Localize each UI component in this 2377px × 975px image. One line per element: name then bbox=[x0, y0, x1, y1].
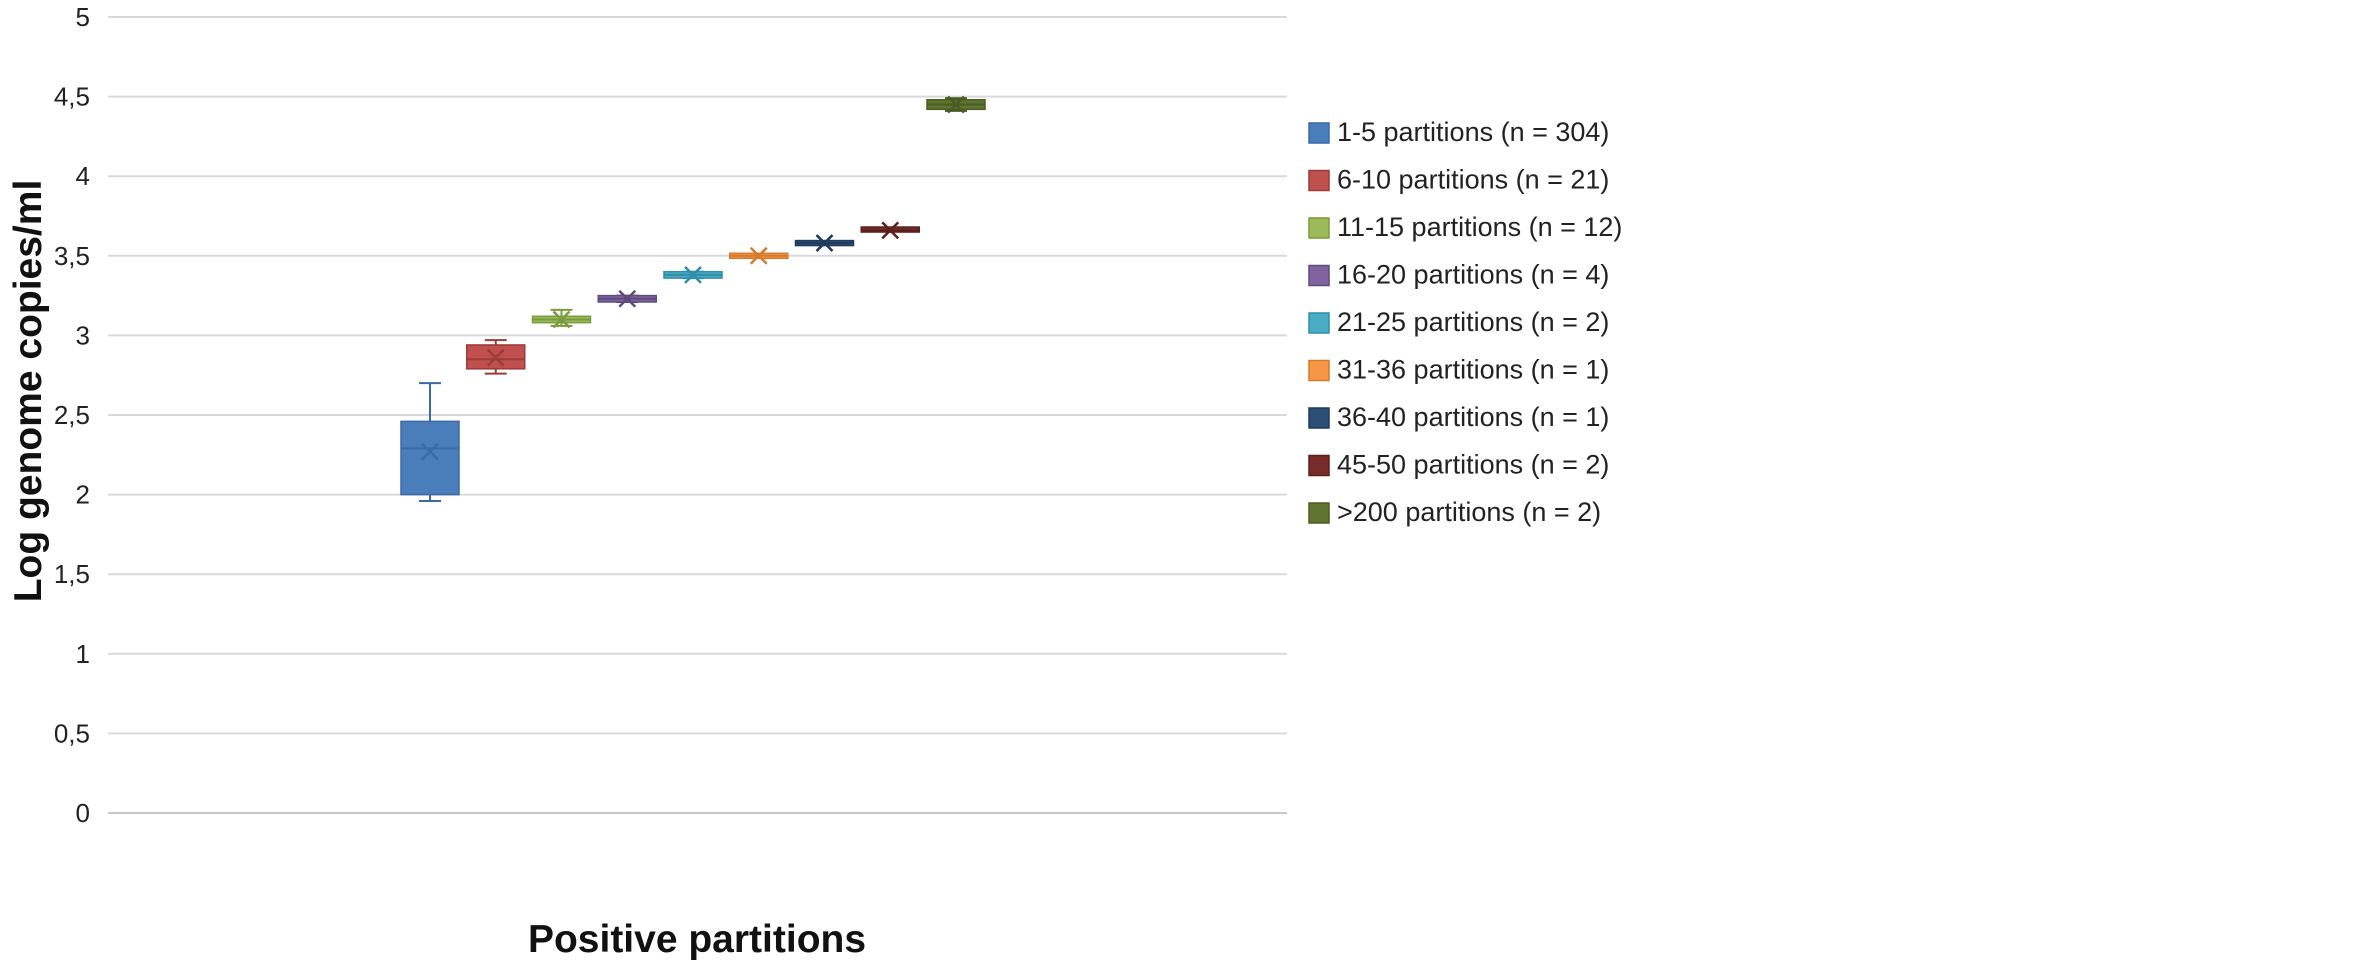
mean-marker bbox=[421, 442, 439, 461]
legend-item: 45-50 partitions (n = 2) bbox=[1308, 450, 1609, 480]
y-tick-label: 2 bbox=[76, 480, 90, 510]
legend-swatch bbox=[1308, 312, 1330, 334]
legend-swatch bbox=[1308, 359, 1330, 382]
mean-marker bbox=[749, 246, 768, 265]
boxes bbox=[400, 95, 986, 502]
legend-label: 1-5 partitions (n = 304) bbox=[1337, 117, 1609, 147]
legend-label: 16-20 partitions (n = 4) bbox=[1337, 260, 1609, 290]
y-tick-label: 3 bbox=[76, 320, 90, 350]
legend-swatch bbox=[1308, 217, 1330, 239]
legend-label: 21-25 partitions (n = 2) bbox=[1337, 307, 1609, 337]
box-6 bbox=[729, 246, 789, 265]
y-axis-tick-labels: 0 0,5 1 1,5 2 2,5 3 3,5 4 4,5 5 bbox=[54, 2, 90, 828]
legend-item: 1-5 partitions (n = 304) bbox=[1308, 117, 1609, 147]
legend-item: 11-15 partitions (n = 12) bbox=[1308, 212, 1622, 242]
mean-marker bbox=[486, 348, 505, 367]
legend-item: 6-10 partitions (n = 21) bbox=[1308, 165, 1609, 195]
legend-swatch bbox=[1308, 264, 1330, 287]
legend-swatch bbox=[1308, 122, 1330, 144]
box-2 bbox=[466, 339, 526, 375]
box-4 bbox=[597, 289, 657, 308]
legend-label: 31-36 partitions (n = 1) bbox=[1337, 355, 1609, 385]
mean-marker bbox=[684, 266, 702, 284]
legend: 1-5 partitions (n = 304) 6-10 partitions … bbox=[1308, 117, 1622, 527]
box-5 bbox=[663, 266, 723, 284]
legend-item: 31-36 partitions (n = 1) bbox=[1308, 355, 1609, 385]
box-9 bbox=[926, 95, 986, 114]
mean-marker bbox=[552, 310, 571, 329]
legend-label: 6-10 partitions (n = 21) bbox=[1337, 165, 1609, 195]
y-tick-label: 0,5 bbox=[54, 718, 90, 748]
mean-marker bbox=[815, 234, 834, 252]
legend-label: 11-15 partitions (n = 12) bbox=[1337, 212, 1622, 242]
legend-item: 21-25 partitions (n = 2) bbox=[1308, 307, 1609, 337]
legend-swatch bbox=[1308, 454, 1330, 477]
legend-item: 36-40 partitions (n = 1) bbox=[1308, 402, 1609, 432]
legend-swatch bbox=[1308, 502, 1330, 524]
y-axis-title: Log genome copies/ml bbox=[7, 180, 50, 603]
box-body bbox=[400, 420, 460, 496]
box-8 bbox=[860, 221, 920, 240]
legend-item: >200 partitions (n = 2) bbox=[1308, 497, 1601, 527]
box-3 bbox=[531, 308, 592, 329]
mean-marker bbox=[881, 221, 900, 240]
y-tick-label: 1,5 bbox=[54, 559, 90, 589]
box-1 bbox=[400, 382, 460, 502]
mean-marker bbox=[618, 289, 637, 308]
gridlines bbox=[108, 16, 1287, 814]
y-tick-label: 1 bbox=[76, 639, 90, 669]
y-tick-label: 3,5 bbox=[54, 241, 90, 271]
y-tick-label: 4 bbox=[76, 161, 90, 191]
y-tick-label: 2,5 bbox=[54, 400, 90, 430]
legend-label: 36-40 partitions (n = 1) bbox=[1337, 402, 1609, 432]
legend-item: 16-20 partitions (n = 4) bbox=[1308, 260, 1609, 290]
y-tick-label: 0 bbox=[76, 798, 90, 828]
mean-marker bbox=[947, 95, 965, 114]
legend-label: 45-50 partitions (n = 2) bbox=[1337, 450, 1609, 480]
legend-swatch bbox=[1308, 407, 1330, 429]
y-tick-label: 5 bbox=[76, 2, 90, 32]
y-tick-label: 4,5 bbox=[54, 82, 90, 112]
legend-label: >200 partitions (n = 2) bbox=[1337, 497, 1601, 527]
x-axis-title: Positive partitions bbox=[528, 918, 866, 961]
legend-swatch bbox=[1308, 169, 1330, 192]
box-7 bbox=[794, 234, 855, 252]
